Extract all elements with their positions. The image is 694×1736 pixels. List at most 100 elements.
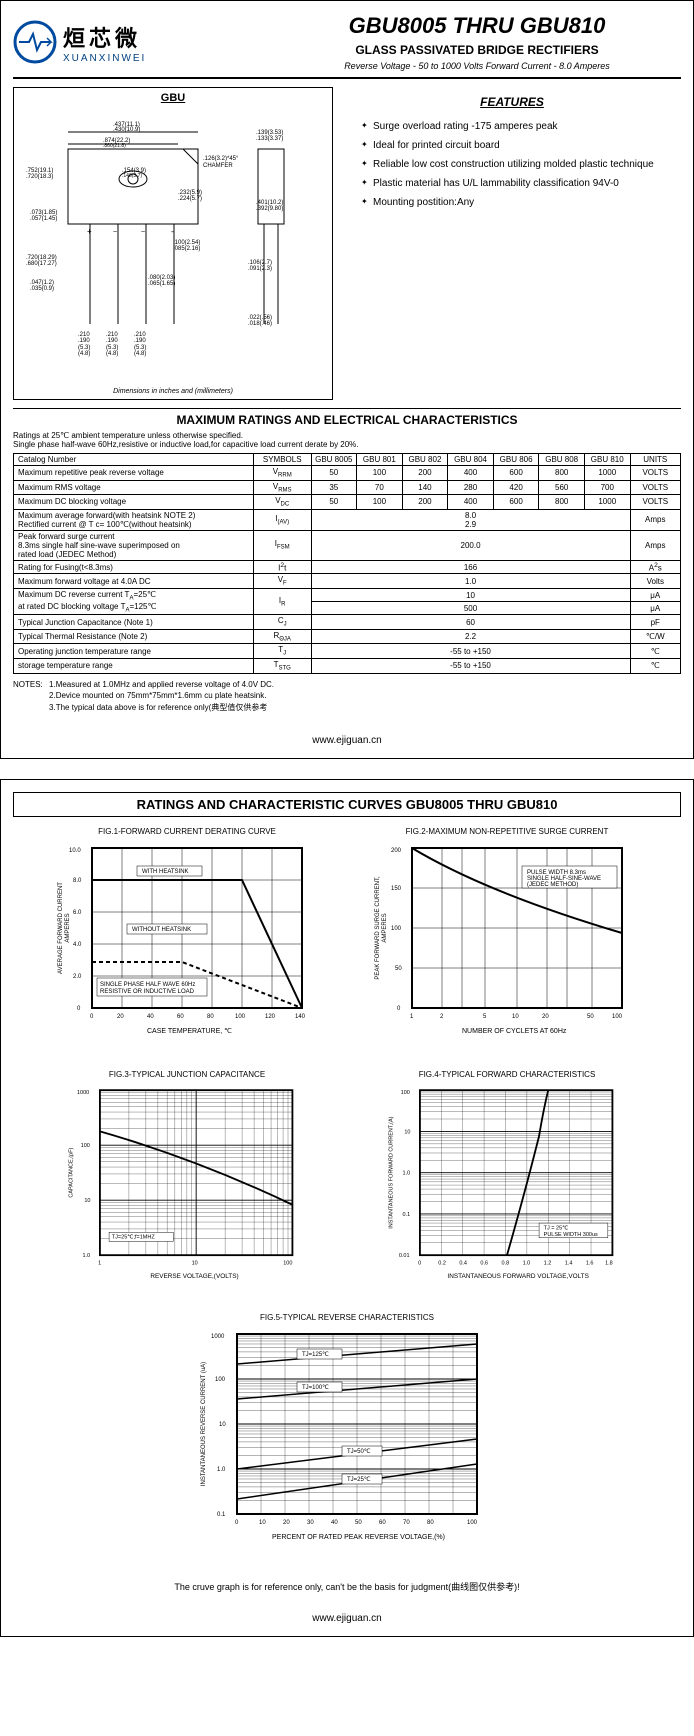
- svg-text:40: 40: [331, 1520, 338, 1526]
- package-caption: Dimensions in inches and (millimeters): [18, 388, 328, 395]
- table-cell: A2s: [630, 560, 680, 574]
- table-cell: 60: [311, 615, 630, 630]
- svg-text:CHAMFER: CHAMFER: [203, 163, 233, 169]
- features-box: FEATURES Surge overload rating -175 ampe…: [343, 87, 681, 400]
- svg-text:0.4: 0.4: [459, 1260, 467, 1266]
- table-header-cell: SYMBOLS: [253, 454, 311, 466]
- table-cell: RΘJA: [253, 629, 311, 644]
- svg-text:TJ = 25℃: TJ = 25℃: [544, 1225, 569, 1231]
- table-cell: 1.0: [311, 574, 630, 589]
- table-cell: VOLTS: [630, 466, 680, 481]
- svg-text:.860(21.8): .860(21.8): [103, 143, 126, 149]
- footer-url: www.ejiguan.cn: [13, 735, 681, 746]
- table-cell: 560: [539, 480, 585, 495]
- svg-text:~: ~: [113, 229, 117, 236]
- table-header-cell: GBU 804: [448, 454, 494, 466]
- table-cell: 200: [402, 466, 448, 481]
- table-cell: Maximum DC blocking voltage: [14, 495, 254, 510]
- svg-text:0.6: 0.6: [480, 1260, 488, 1266]
- sub-title: GLASS PASSIVATED BRIDGE RECTIFIERS: [273, 43, 681, 57]
- svg-text:.065(1.65): .065(1.65): [148, 281, 175, 287]
- svg-text:2: 2: [440, 1014, 444, 1020]
- note-item: 3.The typical data above is for referenc…: [49, 702, 274, 713]
- svg-text:.430(10.9): .430(10.9): [113, 127, 140, 133]
- svg-text:1.4: 1.4: [565, 1260, 573, 1266]
- svg-text:.085(2.16): .085(2.16): [173, 246, 200, 252]
- table-cell: 400: [448, 466, 494, 481]
- svg-text:100: 100: [235, 1014, 246, 1020]
- svg-text:100: 100: [401, 1089, 410, 1095]
- svg-text:1.0: 1.0: [403, 1170, 411, 1176]
- features-list: Surge overload rating -175 amperes peak …: [351, 121, 673, 208]
- table-cell: 100: [357, 495, 403, 510]
- svg-text:20: 20: [283, 1520, 290, 1526]
- svg-text:100: 100: [283, 1260, 292, 1266]
- feature-item: Plastic material has U/L lammability cla…: [361, 178, 673, 189]
- svg-text:0: 0: [77, 1006, 81, 1012]
- notes-label: NOTES:: [13, 680, 43, 689]
- features-title: FEATURES: [351, 95, 673, 109]
- svg-text:10: 10: [192, 1260, 198, 1266]
- table-cell: Amps: [630, 509, 680, 530]
- table-cell: VRMS: [253, 480, 311, 495]
- svg-text:.133(3.37): .133(3.37): [256, 136, 283, 142]
- svg-text:.190: .190: [78, 338, 90, 344]
- feature-item: Surge overload rating -175 amperes peak: [361, 121, 673, 132]
- table-cell: 140: [402, 480, 448, 495]
- svg-text:0: 0: [418, 1260, 421, 1266]
- footer-url: www.ejiguan.cn: [13, 1613, 681, 1624]
- chart-1: FIG.1-FORWARD CURRENT DERATING CURVE WIT…: [33, 827, 341, 1058]
- table-cell: 35: [311, 480, 357, 495]
- header: 烜芯微 XUANXINWEI GBU8005 THRU GBU810 GLASS…: [13, 13, 681, 79]
- svg-text:1000: 1000: [77, 1089, 89, 1095]
- chart-2: FIG.2-MAXIMUM NON-REPETITIVE SURGE CURRE…: [353, 827, 661, 1058]
- svg-text:.680(17.27): .680(17.27): [26, 261, 57, 267]
- svg-text:AVERAGE FORWARD CURRENT: AVERAGE FORWARD CURRENT: [58, 881, 64, 973]
- main-title: GBU8005 THRU GBU810: [273, 13, 681, 39]
- svg-text:120: 120: [265, 1014, 276, 1020]
- svg-text:60: 60: [379, 1520, 386, 1526]
- svg-text:AMPERES: AMPERES: [382, 913, 388, 942]
- svg-text:0.1: 0.1: [403, 1211, 411, 1217]
- table-cell: CJ: [253, 615, 311, 630]
- table-cell: Rating for Fusing(t<8.3ms): [14, 560, 254, 574]
- spec-table: Catalog NumberSYMBOLSGBU 8005GBU 801GBU …: [13, 453, 681, 674]
- svg-text:100: 100: [215, 1377, 226, 1383]
- svg-text:(4.8): (4.8): [106, 351, 118, 357]
- note-item: 2.Device mounted on 75mm*75mm*1.6mm cu p…: [49, 691, 274, 700]
- table-cell: VOLTS: [630, 480, 680, 495]
- svg-text:AMPERES: AMPERES: [65, 913, 71, 942]
- svg-text:1.0: 1.0: [217, 1467, 226, 1473]
- table-cell: Maximum forward voltage at 4.0A DC: [14, 574, 254, 589]
- svg-text:50: 50: [395, 966, 402, 972]
- svg-text:(4.8): (4.8): [134, 351, 146, 357]
- table-cell: 70: [357, 480, 403, 495]
- svg-text:0.2: 0.2: [438, 1260, 446, 1266]
- svg-text:40: 40: [147, 1014, 154, 1020]
- svg-text:0.1: 0.1: [217, 1512, 226, 1518]
- svg-text:80: 80: [207, 1014, 214, 1020]
- svg-text:NUMBER OF CYCLETS AT 60Hz: NUMBER OF CYCLETS AT 60Hz: [462, 1028, 567, 1035]
- svg-text:SINGLE PHASE HALF WAVE 60Hz: SINGLE PHASE HALF WAVE 60Hz: [100, 982, 195, 988]
- table-cell: 280: [448, 480, 494, 495]
- table-cell: 8.02.9: [311, 509, 630, 530]
- table-cell: -55 to +150: [311, 644, 630, 659]
- chart-4: FIG.4-TYPICAL FORWARD CHARACTERISTICS TJ…: [353, 1070, 661, 1301]
- table-header-cell: GBU 8005: [311, 454, 357, 466]
- table-cell: 50: [311, 495, 357, 510]
- top-section: GBU .126(3.2)*45° CHAMFER: [13, 87, 681, 400]
- table-cell: 1000: [584, 466, 630, 481]
- feature-item: Ideal for printed circuit board: [361, 140, 673, 151]
- charts-grid: FIG.1-FORWARD CURRENT DERATING CURVE WIT…: [13, 827, 681, 1301]
- svg-text:WITH HEATSINK: WITH HEATSINK: [142, 869, 189, 875]
- table-cell: Peak forward surge current8.3ms single h…: [14, 530, 254, 560]
- chart-title: FIG.5-TYPICAL REVERSE CHARACTERISTICS: [260, 1313, 434, 1322]
- table-cell: 200: [402, 495, 448, 510]
- feature-item: Reliable low cost construction utilizing…: [361, 159, 673, 170]
- svg-text:70: 70: [403, 1520, 410, 1526]
- svg-text:CASE TEMPERATURE, ℃: CASE TEMPERATURE, ℃: [147, 1028, 232, 1035]
- svg-text:TJ=100℃: TJ=100℃: [302, 1385, 329, 1391]
- chart-5-row: FIG.5-TYPICAL REVERSE CHARACTERISTICS TJ…: [13, 1313, 681, 1564]
- curve-note: The cruve graph is for reference only, c…: [13, 1580, 681, 1593]
- logo-area: 烜芯微 XUANXINWEI: [13, 13, 273, 71]
